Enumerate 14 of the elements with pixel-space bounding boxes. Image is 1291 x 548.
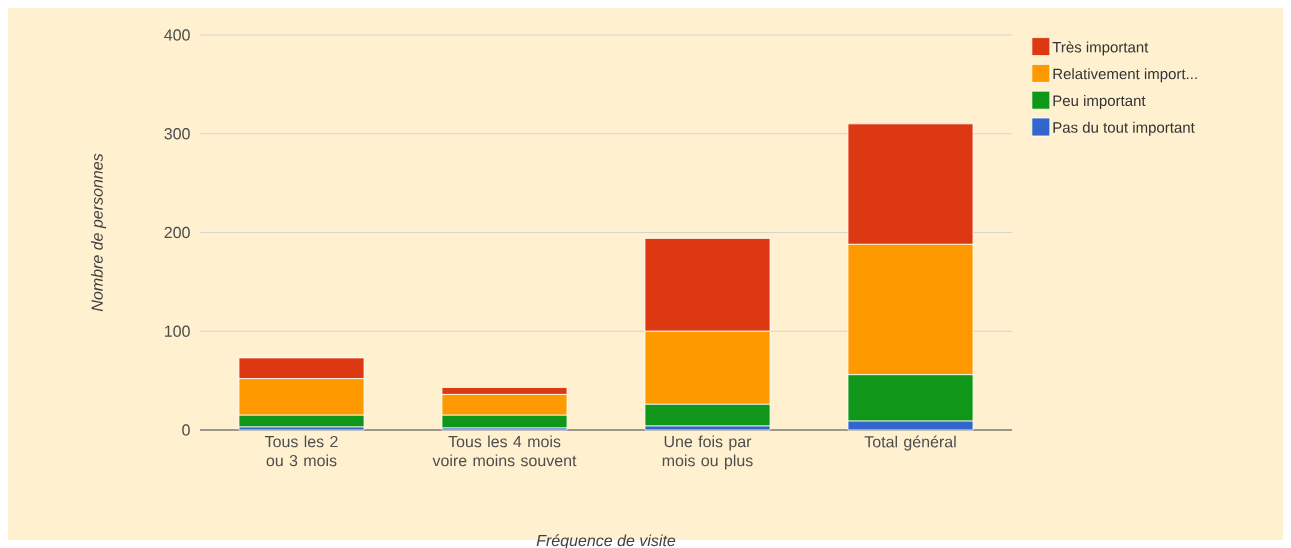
- legend-label: Très important: [1052, 41, 1149, 56]
- legend-label: Relativement import...: [1053, 68, 1197, 83]
- y-tick-label: 0: [182, 424, 190, 436]
- x-tick-label: Une fois par mois ou plus: [662, 435, 753, 470]
- y-axis-title: Nombre de personnes: [91, 153, 106, 312]
- x-tick-label: Total général: [864, 435, 956, 451]
- x-tick-label: Tous les 4 mois voire moins souvent: [432, 435, 577, 467]
- y-tick-label: 300: [164, 128, 190, 140]
- legend-label: Peu important: [1053, 95, 1146, 109]
- x-tick-label: Tous les 2 ou 3 mois: [264, 435, 338, 467]
- y-tick-label: 100: [165, 325, 190, 337]
- y-tick-label: 200: [164, 226, 190, 239]
- legend-label: Pas du tout important: [1053, 121, 1195, 136]
- y-tick-label: 400: [164, 29, 190, 41]
